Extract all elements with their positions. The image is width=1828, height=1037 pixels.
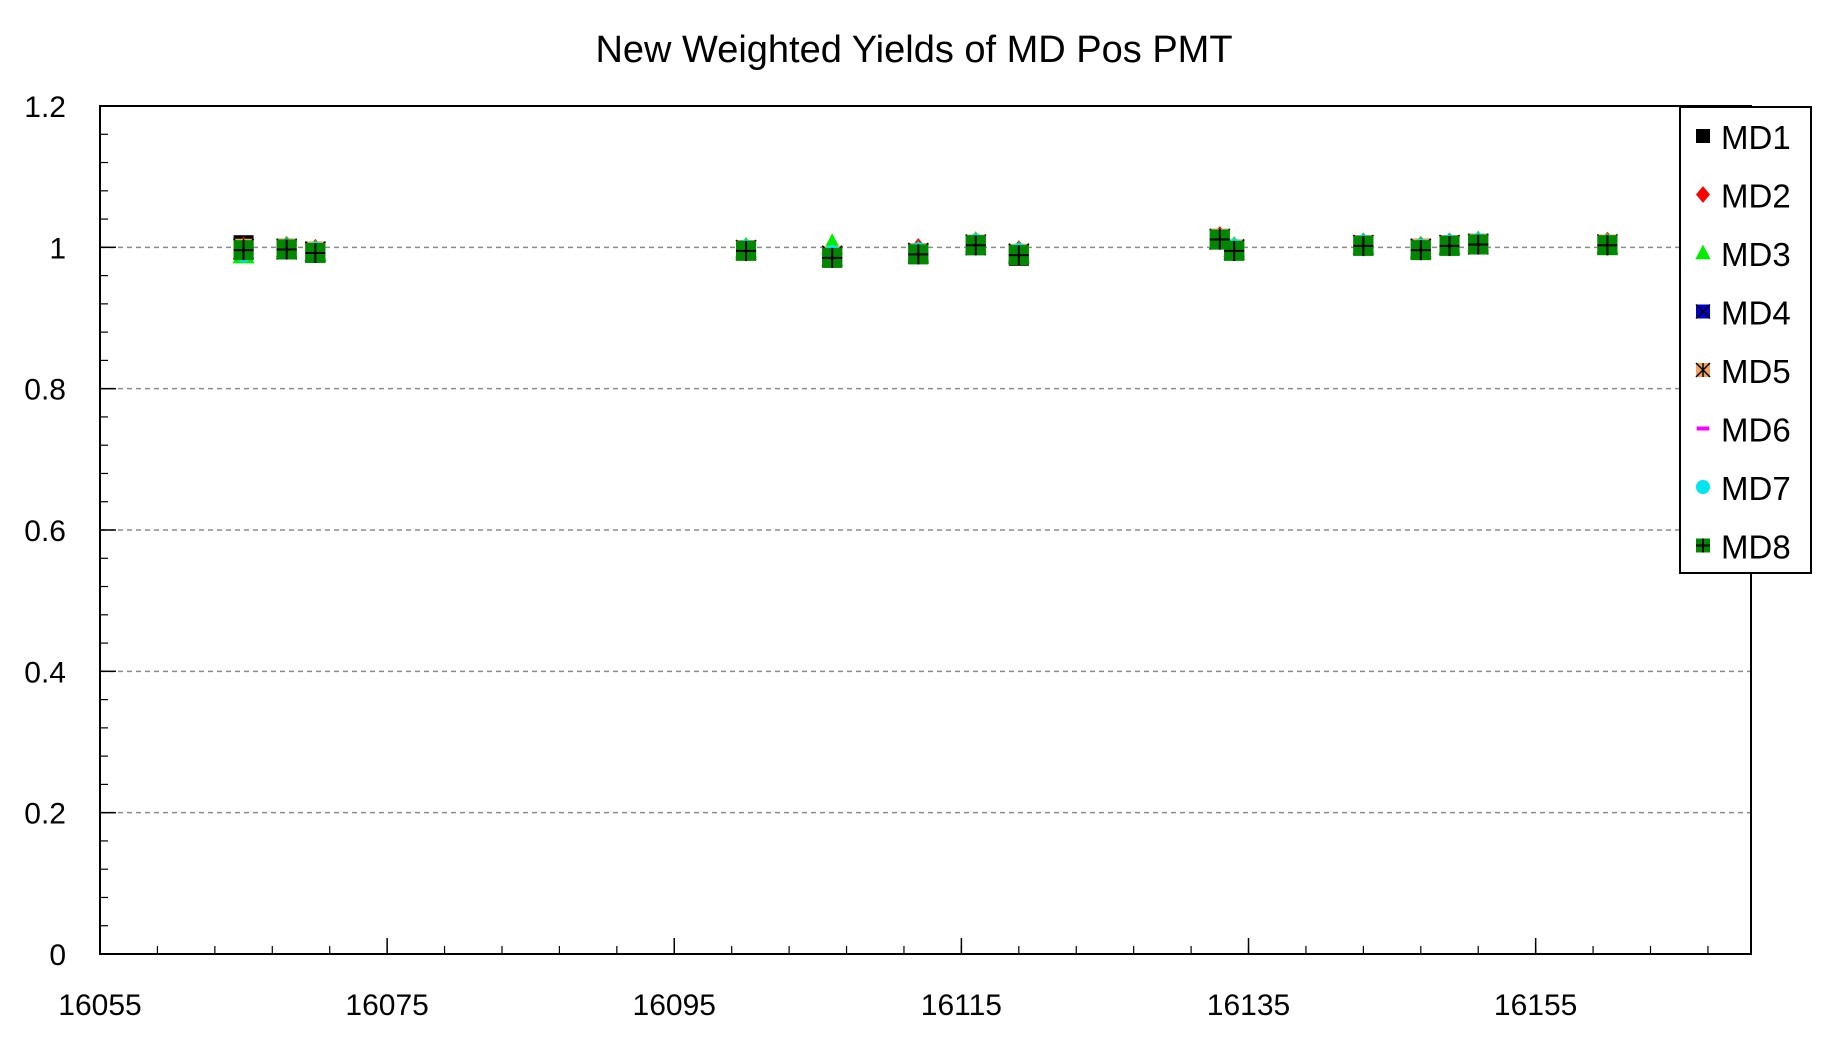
y-tick-label: 0.4 — [24, 656, 66, 689]
marker-shape — [1696, 426, 1710, 431]
marker-plus — [736, 240, 757, 261]
marker-plus — [1696, 538, 1710, 553]
marker-star — [1695, 362, 1711, 378]
legend-marker-md4 — [1695, 303, 1711, 320]
legend-marker-md6 — [1696, 426, 1710, 431]
marker-plus — [1439, 235, 1460, 256]
legend-box — [1679, 106, 1812, 574]
marker-shape — [1696, 186, 1710, 203]
data-point — [1439, 235, 1460, 256]
data-points — [232, 226, 1619, 268]
legend-marker-md3 — [1695, 244, 1711, 260]
legend: MD1 MD2 MD3 MD4 MD5 MD6 MD7 MD8 — [1679, 106, 1812, 574]
marker-plus — [822, 247, 843, 268]
x-tick-label: 16075 — [345, 989, 428, 1022]
marker-plus — [1468, 234, 1489, 255]
legend-marker-md2 — [1696, 186, 1710, 203]
chart-title: New Weighted Yields of MD Pos PMT — [595, 29, 1232, 71]
legend-label-md4: MD4 — [1721, 295, 1791, 332]
legend-marker-md7 — [1696, 480, 1710, 494]
legend-label-md1: MD1 — [1721, 119, 1791, 156]
legend-label-md5: MD5 — [1721, 353, 1791, 390]
legend-marker-md1 — [1696, 129, 1710, 143]
data-point — [1410, 240, 1431, 261]
legend-label-md2: MD2 — [1721, 178, 1791, 215]
x-tick-label: 16055 — [58, 989, 141, 1022]
axes: 0 0.2 0.4 0.6 0.8 1 1.2 16055 16075 16095 16115 161… — [24, 91, 1709, 1022]
y-tick-label: 0.8 — [24, 374, 66, 407]
y-tick-label: 1.2 — [24, 91, 66, 124]
legend-label-md7: MD7 — [1721, 470, 1791, 507]
legend-label-md8: MD8 — [1721, 529, 1791, 566]
data-point — [965, 235, 986, 256]
data-point — [233, 240, 254, 261]
data-point — [908, 244, 929, 265]
data-point — [1597, 235, 1618, 256]
marker-shape — [1696, 129, 1710, 143]
marker-plus — [1224, 240, 1245, 261]
data-point — [1353, 235, 1374, 256]
legend-marker-md5 — [1695, 362, 1711, 378]
x-tick-label: 16095 — [633, 989, 716, 1022]
marker-plus — [276, 239, 297, 260]
y-tick-label: 1 — [49, 232, 66, 265]
data-point — [736, 240, 757, 261]
marker-plus — [1008, 245, 1029, 266]
series-md8 — [233, 229, 1618, 268]
y-tick-label: 0 — [49, 939, 66, 972]
marker-plus — [1209, 229, 1230, 250]
marker-plus — [965, 235, 986, 256]
x-tick-label: 16135 — [1207, 989, 1290, 1022]
legend-marker-md8 — [1696, 538, 1710, 553]
marker-plus — [1353, 235, 1374, 256]
marker-shape — [1695, 244, 1711, 260]
data-point — [822, 247, 843, 268]
grid-lines — [100, 246, 1751, 814]
data-point — [1224, 240, 1245, 261]
data-point — [1008, 245, 1029, 266]
legend-label-md3: MD3 — [1721, 236, 1791, 273]
marker-cross — [1695, 303, 1711, 320]
marker-plus — [233, 240, 254, 261]
marker-plus — [908, 244, 929, 265]
data-point — [1468, 234, 1489, 255]
legend-label-md6: MD6 — [1721, 412, 1791, 449]
marker-plus — [1597, 235, 1618, 256]
y-tick-label: 0.2 — [24, 798, 66, 831]
data-point — [276, 239, 297, 260]
marker-plus — [305, 242, 326, 263]
x-tick-label: 16115 — [921, 989, 1002, 1022]
data-point — [305, 242, 326, 263]
marker-plus — [1410, 240, 1431, 261]
x-tick-label: 16155 — [1494, 989, 1577, 1022]
marker-shape — [1696, 480, 1710, 494]
y-tick-label: 0.6 — [24, 515, 66, 548]
